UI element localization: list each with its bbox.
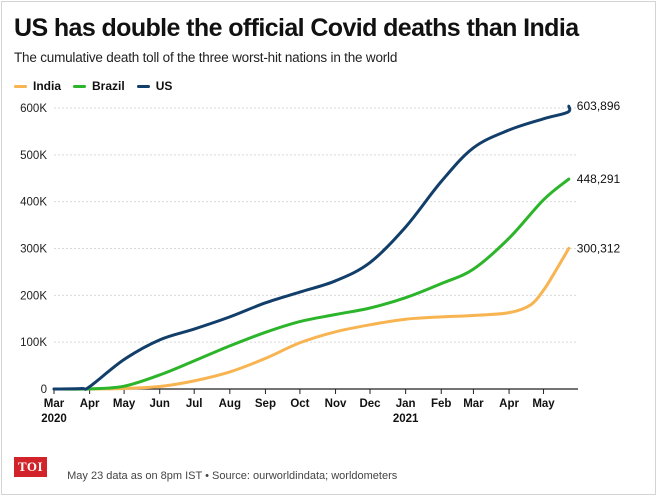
- legend-item-india: India: [14, 79, 61, 93]
- x-tick-label: Dec: [359, 398, 381, 410]
- x-tick-label: Mar: [44, 398, 65, 410]
- legend-label-us: US: [155, 79, 173, 93]
- x-tick-label: Sep: [255, 398, 276, 410]
- legend-item-brazil: Brazil: [73, 79, 125, 93]
- x-tick-label: Aug: [219, 398, 241, 410]
- chart-subtitle: The cumulative death toll of the three w…: [14, 50, 398, 65]
- x-tick-sublabel: 2021: [393, 413, 419, 425]
- x-tick-label: Jul: [186, 398, 203, 410]
- x-tick-label: May: [532, 398, 555, 410]
- legend-item-us: US: [136, 79, 173, 93]
- legend-swatch-us: [136, 84, 150, 88]
- legend-label-india: India: [33, 79, 62, 93]
- series-line-india: [52, 246, 571, 391]
- y-tick-label: 600K: [20, 103, 47, 115]
- legend-swatch-brazil: [73, 84, 87, 88]
- x-tick-label: Jan: [396, 398, 416, 410]
- y-tick-label: 300K: [20, 244, 47, 256]
- y-tick-label: 0: [41, 384, 47, 396]
- toi-logo: TOI: [14, 457, 48, 477]
- legend-swatch-india: [14, 84, 27, 88]
- legend-label-brazil: Brazil: [92, 79, 125, 93]
- series-line-brazil: [52, 177, 571, 391]
- series-line-us: [52, 104, 572, 391]
- x-tick-label: Apr: [499, 398, 519, 410]
- x-tick-label: Jun: [149, 398, 169, 410]
- y-tick-label: 500K: [20, 150, 47, 162]
- y-tick-label: 200K: [20, 290, 47, 302]
- source-note: May 23 data as on 8pm IST • Source: ourw…: [67, 470, 398, 482]
- x-tick-label: Apr: [80, 398, 100, 410]
- y-tick-label: 100K: [20, 337, 47, 349]
- y-tick-label: 400K: [20, 197, 47, 209]
- x-tick-label: Feb: [431, 398, 451, 410]
- line-chart: 0 100K 200K 300K 400K 500K 600K Mar 2020 Apr May Ju…: [20, 99, 621, 425]
- x-tick-sublabel: 2020: [41, 413, 67, 425]
- x-tick-label: May: [113, 398, 136, 410]
- end-label-us: 603,896: [577, 99, 621, 113]
- footer: TOI May 23 data as on 8pm IST • Source: …: [14, 452, 397, 482]
- x-tick-label: Mar: [463, 398, 484, 410]
- x-tick-label: Oct: [290, 398, 309, 410]
- end-label-brazil: 448,291: [577, 172, 621, 186]
- chart-legend: India Brazil US: [14, 79, 184, 93]
- chart-title: US has double the official Covid deaths …: [14, 14, 579, 42]
- end-label-india: 300,312: [577, 241, 621, 255]
- x-tick-label: Nov: [325, 398, 347, 410]
